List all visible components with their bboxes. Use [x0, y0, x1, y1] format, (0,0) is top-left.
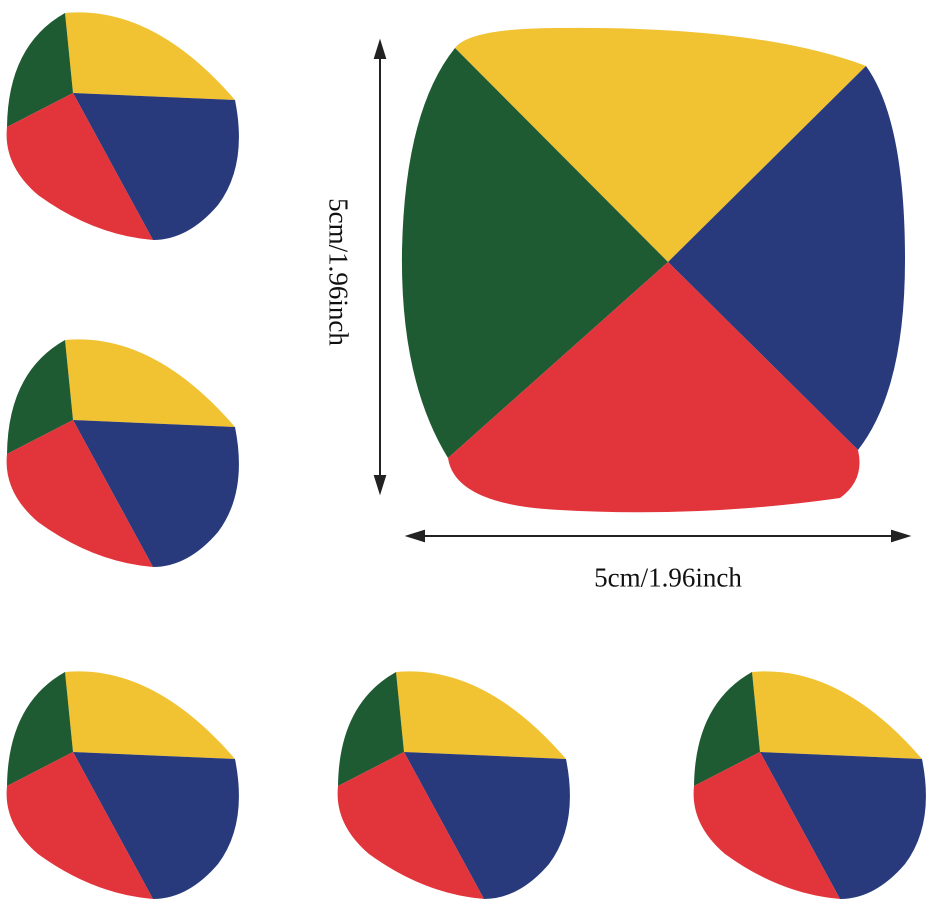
small-juggling-ball — [6, 339, 239, 567]
ball-panel-green — [401, 48, 668, 458]
ball-panel-yellow — [752, 671, 922, 759]
ball-panel-blue — [760, 752, 926, 899]
ball-panel-red — [6, 93, 154, 240]
ball-panel-blue — [73, 420, 239, 567]
ball-panel-yellow — [65, 339, 235, 427]
ball-panel-yellow — [65, 12, 235, 101]
height-label: 5cm/1.96inch — [323, 198, 354, 346]
dimension-arrow-horizontal — [404, 529, 912, 543]
ball-panel-green — [7, 340, 73, 454]
small-juggling-ball — [693, 671, 926, 899]
ball-panel-red — [448, 262, 860, 513]
width-label: 5cm/1.96inch — [594, 562, 742, 593]
ball-panel-blue — [668, 66, 905, 450]
dimension-arrow-vertical — [373, 38, 387, 496]
ball-panel-green — [7, 672, 73, 786]
ball-panel-green — [338, 672, 404, 786]
ball-panel-blue — [73, 752, 239, 899]
ball-panel-green — [694, 672, 760, 786]
ball-panel-yellow — [455, 27, 866, 263]
ball-panel-green — [7, 13, 73, 127]
ball-panel-blue — [73, 93, 239, 240]
ball-panel-yellow — [65, 671, 235, 759]
ball-panel-yellow — [396, 671, 566, 759]
small-juggling-ball — [6, 12, 239, 240]
ball-panel-red — [693, 752, 840, 899]
ball-panel-red — [6, 752, 154, 899]
small-juggling-ball — [337, 671, 570, 899]
ball-panel-blue — [404, 752, 570, 899]
small-juggling-ball — [6, 671, 239, 899]
ball-panel-red — [337, 752, 484, 899]
ball-panel-red — [6, 420, 154, 567]
